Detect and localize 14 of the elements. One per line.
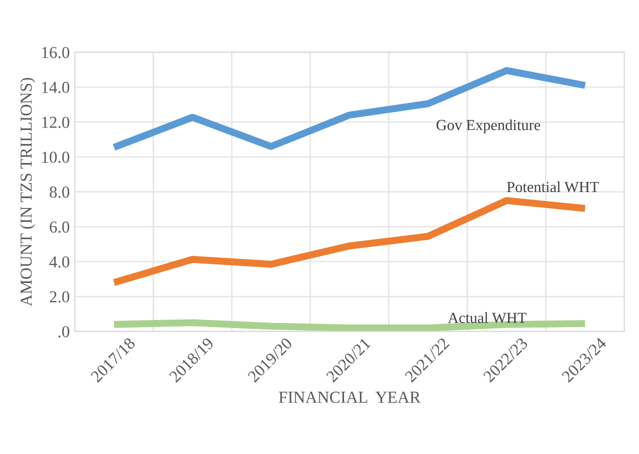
y-tick-label: .0 <box>58 326 70 338</box>
series-label: Actual WHT <box>448 312 526 324</box>
y-tick-label: 8.0 <box>50 186 70 198</box>
y-tick-label: 10.0 <box>42 152 70 163</box>
y-tick-label: 12.0 <box>42 116 70 128</box>
series-label: Gov Expenditure <box>436 119 540 134</box>
y-tick-label: 2.0 <box>50 291 70 303</box>
y-tick-label: 14.0 <box>42 82 70 94</box>
x-axis-title: FINANCIAL YEAR <box>278 392 421 403</box>
y-tick-label: 4.0 <box>49 256 70 268</box>
y-tick-label: 6.0 <box>50 221 70 233</box>
y-tick-label: 16.0 <box>42 46 70 58</box>
series-label: Potential WHT <box>506 181 599 192</box>
y-axis-title: AMOUNT (IN TZS TRILLIONS) <box>20 78 36 306</box>
